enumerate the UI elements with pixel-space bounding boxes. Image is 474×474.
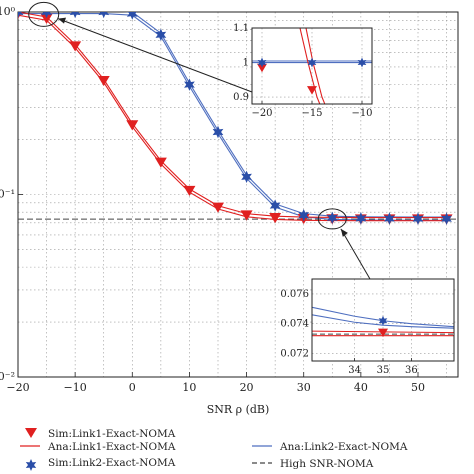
x-tick-label: 50	[411, 381, 425, 394]
legend-marker-star	[25, 459, 37, 471]
inset1-y-tick-label: 1.1	[233, 23, 249, 34]
legend-item-sim-link1: Sim:Link1-Exact-NOMA	[25, 428, 176, 440]
x-axis-label: SNR ρ (dB)	[207, 403, 270, 416]
sim-link1-marker	[212, 202, 224, 213]
inset1-sim-link1-marker	[307, 86, 317, 95]
legend-label-sim-link1: Sim:Link1-Exact-NOMA	[48, 428, 176, 440]
sim-link2-marker	[126, 12, 138, 20]
sim-link2-marker	[269, 199, 281, 212]
sim-link2-marker	[98, 12, 110, 19]
inset2-y-tick-label: 0.074	[280, 319, 309, 330]
inset-series	[312, 306, 454, 338]
inset2-y-tick-label: 0.076	[280, 289, 309, 300]
sim-link1-marker	[69, 41, 82, 52]
inset1-y-tick-label: 0.9	[233, 92, 249, 103]
inset2-sim-link1-marker	[378, 328, 388, 338]
callout-arrow-high-snr	[340, 228, 371, 280]
inset1-ana-link1-line	[299, 28, 321, 104]
callout-arrowhead-low-snr	[58, 17, 66, 24]
sim-link1-marker	[97, 75, 110, 87]
inset1-y-tick-label: 1	[243, 58, 249, 69]
legend-label-sim-link2: Sim:Link2-Exact-NOMA	[48, 457, 176, 469]
series-ana-link1-line	[18, 14, 447, 222]
inset2-x-tick-label: 34	[348, 365, 361, 376]
inset1-sim-link2-marker	[357, 57, 367, 68]
sim-link2-marker	[69, 12, 81, 19]
legend-item-ana-link2: Ana:Link2-Exact-NOMA	[252, 441, 408, 453]
zoom-circle-high-snr	[317, 208, 347, 230]
series-ana-link2-line	[18, 13, 447, 221]
legend-star-shape	[25, 459, 37, 471]
inset2-x-tick-label: 35	[377, 365, 390, 376]
legend-item-ana-link1: Ana:Link1-Exact-NOMA	[20, 441, 176, 453]
inset1-x-tick-label: −15	[301, 108, 322, 119]
sim-link2-marker	[18, 12, 24, 19]
series-ana-link2-line	[122, 12, 447, 218]
sim-link2-marker	[41, 12, 52, 19]
sim-link2-marker	[355, 212, 367, 225]
sim-link2-marker	[384, 212, 395, 225]
plot-series	[18, 12, 458, 225]
inset2-sim-link2-marker	[378, 315, 388, 326]
y-tick-labels: 10⁰ 10⁻¹ 10⁻²	[0, 5, 16, 383]
x-tick-label: 0	[129, 381, 136, 394]
sim-link2-marker	[298, 209, 310, 222]
legend-label-ana-link1: Ana:Link1-Exact-NOMA	[47, 441, 176, 453]
inset1-sim-link1-marker	[257, 63, 267, 73]
sim-link1-marker	[40, 13, 53, 25]
legend-item-sim-link2: Sim:Link2-Exact-NOMA	[25, 457, 176, 471]
callout-arrowhead-high-snr	[340, 228, 348, 237]
sim-link1-marker	[126, 120, 139, 131]
sim-link2-marker	[441, 212, 452, 225]
sim-link1-marker	[154, 157, 167, 168]
x-tick-label: 40	[354, 381, 368, 394]
sim-link2-marker	[212, 125, 224, 139]
sim-link2-marker	[184, 78, 195, 91]
sim-link2-marker	[412, 212, 424, 225]
zoom-circle-low-snr	[28, 1, 60, 27]
sim-link1-marker	[183, 185, 196, 197]
x-tick-labels: −20 −10 0 10 20 30 40 50	[6, 381, 425, 394]
inset1-x-tick-label: −10	[351, 108, 372, 119]
sim-link1-marker	[269, 213, 282, 224]
x-tick-label: 20	[240, 381, 254, 394]
inset1-sim-link2-marker	[257, 57, 267, 68]
main-axes	[17, 11, 459, 378]
x-tick-label: 10	[182, 381, 196, 394]
y-tick-label: 10⁻¹	[0, 188, 15, 201]
zoom-callouts	[28, 1, 371, 280]
inset1-ana-link1-line	[305, 28, 326, 104]
sim-link1-marker	[240, 210, 253, 221]
legend-label-high-snr: High SNR-NOMA	[280, 458, 374, 470]
legend-marker-triangle	[25, 428, 37, 438]
x-tick-label: 30	[297, 381, 311, 394]
inset-series	[252, 28, 372, 104]
main-grid	[17, 12, 458, 377]
legend-item-high-snr: High SNR-NOMA	[252, 458, 374, 470]
sim-link2-marker	[326, 211, 338, 225]
y-tick-label: 10⁰	[0, 5, 16, 18]
inset2-y-tick-label: 0.072	[280, 349, 309, 360]
callout-arrow-low-snr	[57, 18, 253, 93]
legend-label-ana-link2: Ana:Link2-Exact-NOMA	[279, 441, 408, 453]
y-tick-label: 10⁻²	[0, 370, 15, 383]
x-tick-label: −10	[64, 381, 87, 394]
sim-link2-marker	[241, 170, 252, 184]
inset2-x-tick-label: 36	[405, 365, 418, 376]
inset-1: −20 −15 −10 0.9 1 1.1	[233, 23, 372, 119]
inset1-sim-link2-marker	[307, 57, 317, 68]
sim-link2-marker	[155, 28, 167, 41]
legend: Sim:Link1-Exact-NOMA Ana:Link1-Exact-NOM…	[20, 428, 408, 471]
inset-2: 34 35 36 0.072 0.074 0.076	[280, 278, 455, 376]
series-ana-link1-line	[18, 12, 447, 219]
x-tick-label: −20	[6, 381, 29, 394]
inset1-x-tick-label: −20	[251, 108, 272, 119]
